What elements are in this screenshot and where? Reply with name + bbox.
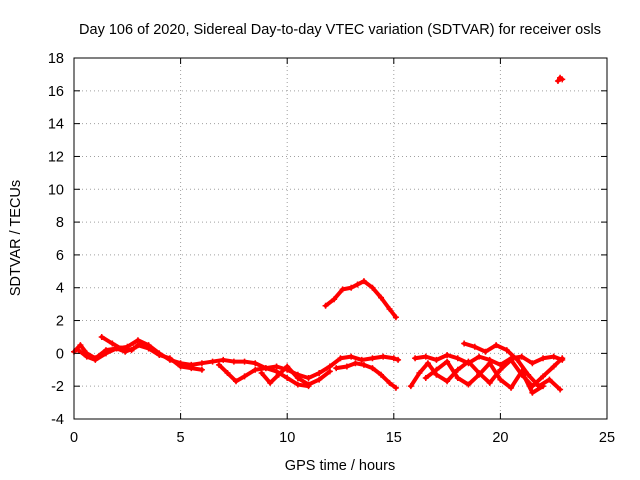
point-trail [93,351,108,362]
point-trail [434,372,450,384]
data-point [559,356,566,363]
point-trail [483,343,499,354]
x-tick-label: 10 [279,430,295,446]
data-point [395,356,402,363]
point-trail [515,357,531,377]
point-trail [167,356,183,369]
y-tick-label: 12 [48,149,64,165]
series-arc-13 [554,74,566,84]
series-arc-6 [322,278,399,321]
y-tick-label: 14 [48,117,64,133]
point-trail [332,287,345,302]
x-tick-label: 5 [177,430,185,446]
data-points [71,74,566,396]
point-trail [526,372,541,389]
point-trail [434,359,450,372]
y-tick-label: -2 [51,379,64,395]
data-point [557,386,564,393]
y-tick-label: 0 [56,346,64,362]
point-trail [498,377,514,390]
data-point [392,384,399,391]
point-trail [509,369,524,390]
point-trail [317,364,332,376]
x-tick-label: 0 [70,430,78,446]
plot-frame [73,57,608,420]
point-trail [417,361,430,376]
x-tick-label: 15 [386,430,402,446]
y-tick-label: 18 [48,51,64,67]
series-arc-5 [258,363,333,388]
point-trail [242,367,258,379]
data-point [559,76,566,83]
point-trail [423,367,439,380]
series-arc-11 [461,340,564,393]
point-trail [530,374,546,389]
y-tick-label: -4 [51,412,64,428]
point-trail [259,371,273,385]
x-tick-label: 25 [599,430,615,446]
series-arc-12 [422,358,547,396]
point-trail [408,371,422,389]
point-trail [285,375,300,387]
point-trail [547,377,563,392]
y-tick-label: 4 [56,281,64,297]
point-trail [379,295,392,312]
point-trail [99,334,115,346]
point-trail [295,375,311,387]
point-trail [487,367,503,385]
series-arc-7 [326,353,402,370]
x-axis-label: GPS time / hours [285,458,395,474]
x-axis-ticks: 0 5 10 15 20 25 [70,58,615,446]
point-trail [285,364,300,380]
data-point [540,383,547,390]
point-trail [519,369,535,395]
point-trail [445,359,460,380]
x-tick-label: 20 [492,430,508,446]
point-trail [387,380,398,390]
point-trail [387,307,398,320]
point-trail [498,356,514,367]
series-arc-8 [333,360,399,391]
data-point [198,366,205,373]
point-trail [477,361,492,377]
series-arc-3 [98,333,205,373]
point-trail [317,369,332,382]
point-trail [146,346,162,358]
y-tick-label: 8 [56,215,64,231]
y-axis-ticks: -4 -2 0 2 4 6 8 10 12 14 16 18 [48,51,607,428]
point-trail [455,375,471,387]
y-tick-label: 10 [48,182,64,198]
point-trail [327,356,343,369]
series-arc-4 [215,361,312,390]
point-trail [530,384,546,395]
chart-title: Day 106 of 2020, Sidereal Day-to-day VTE… [79,22,601,38]
point-trail [466,372,482,387]
point-trail [125,338,140,349]
point-trail [487,361,503,382]
point-trail [504,348,520,362]
data-point [392,314,399,321]
point-trail [519,354,535,366]
y-tick-label: 6 [56,248,64,264]
grid-lines [74,58,607,419]
y-tick-label: 2 [56,314,64,330]
point-trail [536,377,552,389]
point-trail [466,354,482,366]
y-tick-label: 16 [48,84,64,100]
y-axis-label: SDTVAR / TECUs [8,180,24,296]
point-trail [541,364,556,379]
point-trail [370,285,384,300]
